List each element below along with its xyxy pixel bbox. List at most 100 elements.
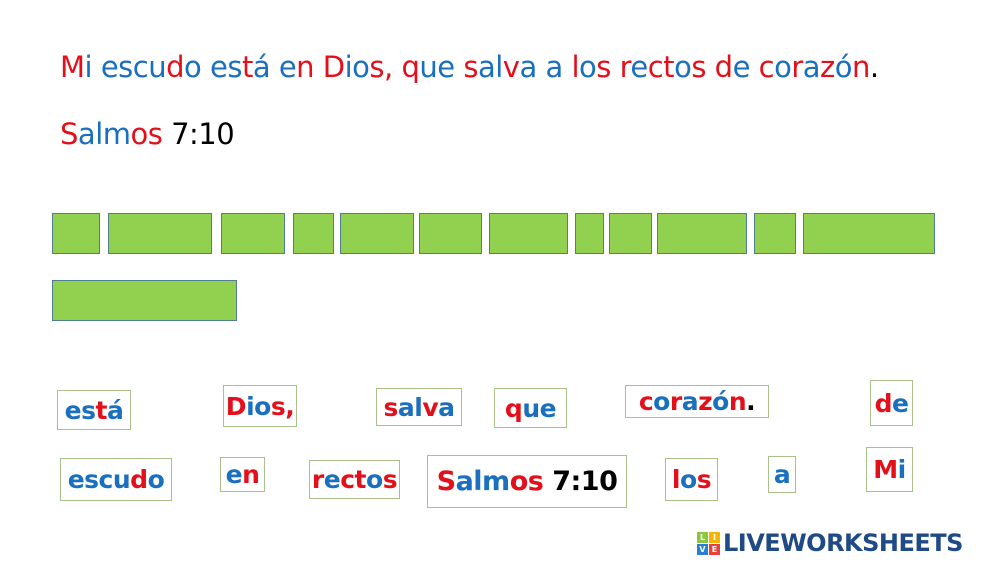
- tile-text: s: [382, 465, 398, 494]
- sentence-word: rectos: [619, 50, 707, 84]
- tile-text: n: [728, 387, 747, 416]
- word-part: a: [519, 50, 537, 84]
- drop-slot-8[interactable]: [575, 213, 604, 254]
- word-part: e: [278, 50, 297, 84]
- word-part: i: [84, 50, 93, 84]
- tile-text: s: [383, 392, 398, 422]
- tile-text: r: [311, 465, 324, 494]
- word-tile[interactable]: es t á: [57, 390, 131, 430]
- drop-slot-9[interactable]: [609, 213, 652, 254]
- word-part: ó: [834, 50, 853, 84]
- tile-text: M: [873, 455, 898, 484]
- tile-text: c: [638, 387, 654, 416]
- sentence-word: corazón.: [758, 50, 880, 84]
- tile-text: o: [366, 465, 383, 494]
- tile-text: t: [95, 395, 108, 425]
- word-part: .: [869, 50, 879, 84]
- tile-text: ct: [340, 465, 366, 494]
- drop-slot-3[interactable]: [221, 213, 285, 254]
- drop-slot-11[interactable]: [754, 213, 796, 254]
- tile-text: alm: [455, 466, 511, 497]
- drop-slot-13[interactable]: [52, 280, 237, 321]
- ref-book-alm: alm: [77, 117, 131, 151]
- drop-slot-7[interactable]: [489, 213, 568, 254]
- word-part: o: [774, 50, 792, 84]
- word-part: e: [732, 50, 751, 84]
- word-part: a: [802, 50, 821, 84]
- tile-text: a: [681, 387, 699, 416]
- word-part: d: [166, 50, 185, 84]
- drop-slot-5[interactable]: [340, 213, 414, 254]
- word-part: z: [820, 50, 835, 84]
- verse-sentence: Mi escudo está en Dios, que salva a los …: [60, 50, 879, 84]
- drop-slot-2[interactable]: [108, 213, 212, 254]
- word-part: o: [674, 50, 692, 84]
- word-part: v: [502, 50, 520, 84]
- tile-text: d: [874, 388, 893, 418]
- tile-text: .: [746, 387, 756, 416]
- word-tile[interactable]: s al v a: [376, 388, 462, 426]
- word-part: r: [619, 50, 631, 84]
- tile-text: s: [696, 465, 712, 494]
- tile-text: v: [422, 392, 439, 422]
- logo-letter-block: I: [709, 531, 720, 543]
- drop-slot-1[interactable]: [52, 213, 100, 254]
- ref-book-os: os: [130, 117, 163, 151]
- ref-verse: 7:10: [171, 117, 235, 151]
- logo-letter-block: L: [697, 531, 708, 543]
- drop-slot-6[interactable]: [419, 213, 482, 254]
- word-tile[interactable]: a: [768, 456, 796, 493]
- word-part: n: [296, 50, 315, 84]
- word-tile[interactable]: q ue: [494, 388, 567, 428]
- word-part: io: [344, 50, 370, 84]
- sentence-word: en: [278, 50, 315, 84]
- tile-text: e: [323, 465, 341, 494]
- word-part: o: [579, 50, 597, 84]
- tile-text: e: [225, 460, 243, 489]
- tile-text: s,: [270, 391, 295, 421]
- tile-text: al: [397, 392, 423, 422]
- word-part: d: [714, 50, 733, 84]
- word-part: q: [401, 50, 420, 84]
- word-part: D: [322, 50, 345, 84]
- sentence-word: a: [545, 50, 563, 84]
- logo-letter-block: V: [697, 543, 708, 555]
- tile-text: n: [242, 460, 260, 489]
- word-part: r: [791, 50, 803, 84]
- tile-text: os: [509, 466, 544, 497]
- word-tile[interactable]: r e ct o s: [309, 460, 400, 499]
- drop-slot-10[interactable]: [657, 213, 747, 254]
- word-part: n: [852, 50, 870, 84]
- tile-text: o: [653, 387, 670, 416]
- word-tile[interactable]: escu d o: [60, 458, 172, 501]
- sentence-word: salva: [463, 50, 537, 84]
- word-part: e: [630, 50, 648, 84]
- sentence-word: los: [571, 50, 611, 84]
- word-part: s: [463, 50, 478, 84]
- tile-text: d: [130, 465, 148, 494]
- tile-text: o: [680, 465, 697, 494]
- drop-slot-4[interactable]: [293, 213, 334, 254]
- word-part: es: [209, 50, 242, 84]
- word-part: c: [758, 50, 775, 84]
- sentence-word: que: [401, 50, 455, 84]
- ref-book-s: S: [60, 117, 78, 151]
- sentence-word: escudo: [101, 50, 202, 84]
- tile-text: i: [897, 455, 907, 484]
- drop-slot-12[interactable]: [803, 213, 935, 254]
- tile-text: a: [438, 392, 455, 422]
- word-part: s: [691, 50, 706, 84]
- word-part: l: [571, 50, 580, 84]
- tile-text: r: [669, 387, 682, 416]
- word-part: t: [241, 50, 253, 84]
- word-part: al: [477, 50, 503, 84]
